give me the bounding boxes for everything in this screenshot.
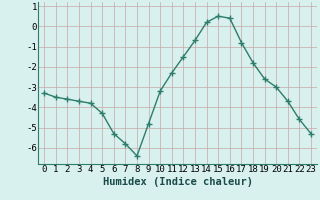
X-axis label: Humidex (Indice chaleur): Humidex (Indice chaleur): [103, 177, 252, 187]
